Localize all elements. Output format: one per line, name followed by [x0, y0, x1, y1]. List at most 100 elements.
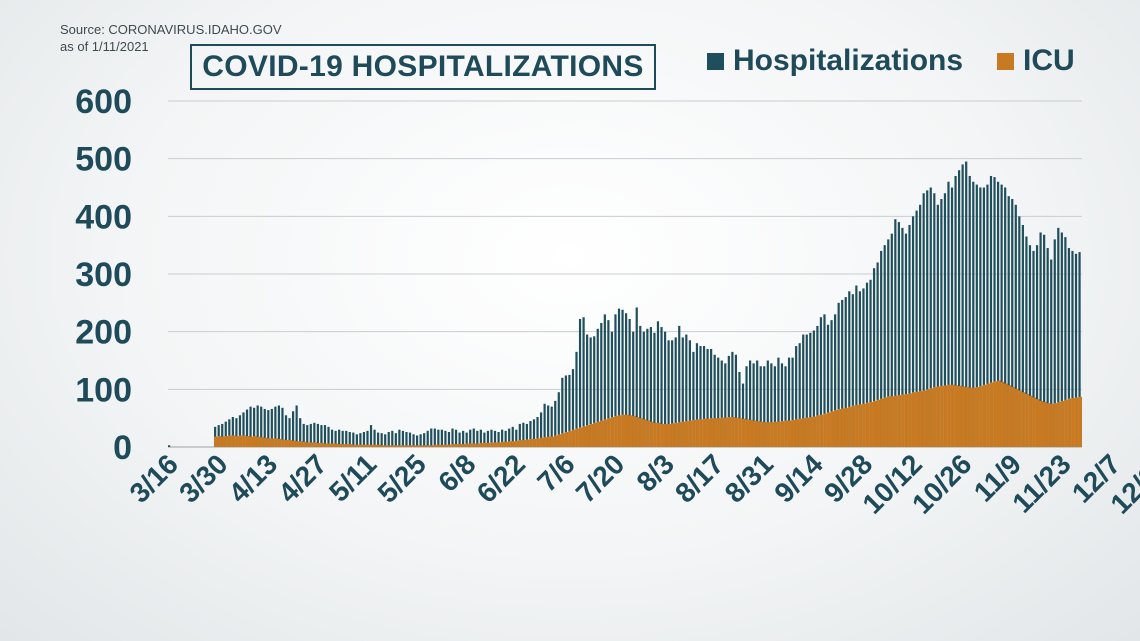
hospitalizations-bar: [717, 357, 720, 447]
icu-bar: [561, 433, 565, 447]
icu-bar: [642, 419, 647, 447]
icu-bar: [628, 415, 633, 447]
icu-bar: [756, 421, 760, 447]
icu-bar: [989, 382, 994, 447]
icu-bar: [915, 391, 920, 447]
icu-bar: [309, 442, 314, 447]
icu-bar: [752, 420, 757, 447]
legend-swatch-hospitalizations: [707, 52, 724, 70]
x-tick-label: 8/17: [669, 448, 729, 508]
hospitalizations-bar: [738, 372, 741, 447]
hospitalizations-bar: [1064, 237, 1067, 447]
hospitalizations-bar: [309, 423, 312, 447]
icu-bar: [398, 445, 402, 447]
icu-bar: [462, 444, 466, 447]
hospitalizations-bar: [497, 432, 500, 447]
icu-bar: [968, 387, 973, 447]
icu-bar: [614, 415, 618, 447]
icu-bar: [685, 421, 689, 447]
hospitalizations-bar: [851, 294, 854, 447]
icu-bar: [1064, 399, 1068, 447]
hospitalizations-bar: [1078, 252, 1081, 447]
hospitalizations-bar: [550, 406, 553, 447]
icu-bar: [306, 442, 310, 447]
icu-bar: [387, 445, 392, 447]
hospitalizations-bar: [451, 428, 454, 447]
hospitalizations-bar: [596, 328, 599, 447]
icu-bar: [717, 418, 721, 447]
y-axis-ticks: 0 100 200 300 400 500 600: [75, 83, 132, 467]
hospitalizations-bar: [656, 321, 660, 447]
icu-bar: [578, 427, 583, 447]
hospitalizations-bar: [780, 363, 784, 447]
hospitalizations-bar: [770, 363, 773, 447]
icu-bar: [791, 419, 796, 447]
icu-bar: [947, 384, 951, 447]
icu-bar: [621, 414, 625, 447]
hospitalizations-bar: [483, 432, 486, 447]
hospitalizations-bar: [539, 412, 543, 447]
icu-bar: [646, 420, 650, 447]
hospitalizations-bar: [302, 423, 305, 447]
icu-bar: [405, 445, 409, 447]
icu-bar: [979, 385, 983, 447]
hospitalizations-bar: [865, 282, 869, 447]
icu-bars: [214, 380, 1082, 447]
hospitalizations-bar: [837, 302, 840, 447]
hospitalizations-bar: [444, 430, 447, 447]
hospitalizations-bar: [649, 327, 652, 447]
icu-bar: [1032, 397, 1036, 447]
x-tick-label: 3/30: [173, 448, 233, 508]
hospitalizations-bar: [518, 423, 521, 447]
icu-bar: [635, 417, 640, 447]
hospitalizations-bar: [915, 210, 918, 447]
hospitalizations-bar: [961, 164, 964, 447]
hospitalizations-bar: [228, 419, 231, 447]
icu-bar: [454, 444, 459, 447]
x-tick-label: 9/14: [768, 448, 829, 509]
hospitalizations-bar: [802, 334, 805, 447]
hospitalizations-bar: [532, 419, 536, 447]
icu-bar: [458, 444, 463, 447]
icu-bar: [217, 436, 222, 447]
icu-bar: [345, 444, 349, 447]
hospitalizations-bar: [929, 187, 932, 447]
hospitalizations-bar: [320, 425, 323, 447]
icu-bar: [1067, 398, 1072, 447]
hospitalizations-bar: [1004, 187, 1007, 447]
hospitalizations-bar: [858, 291, 862, 447]
icu-bar: [649, 421, 654, 447]
icu-bar: [440, 444, 445, 447]
icu-bar: [245, 436, 250, 447]
hospitalizations-bar: [405, 432, 408, 447]
hospitalizations-bar: [568, 374, 571, 447]
icu-bar: [511, 441, 516, 447]
hospitalizations-bars: [168, 161, 1081, 448]
icu-bar: [373, 444, 378, 447]
icu-bar: [214, 436, 218, 447]
icu-bar: [483, 442, 487, 447]
hospitalizations-bar: [809, 332, 812, 447]
icu-bar: [695, 419, 700, 447]
icu-bar: [780, 421, 785, 447]
icu-bar: [508, 441, 512, 447]
hospitalizations-bar: [653, 332, 656, 447]
hospitalizations-bar: [1021, 224, 1024, 447]
hospitalizations-bar: [1046, 248, 1049, 447]
chart-title: COVID-19 HOSPITALIZATIONS: [190, 44, 656, 90]
hospitalizations-bar: [235, 418, 238, 447]
icu-bar: [267, 438, 271, 447]
hospitalizations-bar: [564, 375, 567, 447]
hospitalizations-bar: [823, 314, 826, 447]
hospitalizations-bar: [600, 323, 603, 447]
hospitalizations-bar: [454, 429, 458, 447]
icu-bar: [865, 402, 870, 447]
icu-bar: [671, 423, 675, 447]
icu-bar: [816, 415, 820, 447]
icu-bar: [784, 420, 788, 447]
icu-bar: [366, 444, 370, 447]
hospitalizations-bar: [759, 366, 762, 447]
hospitalizations-bar: [415, 435, 419, 447]
icu-bar: [380, 445, 385, 447]
icu-bar: [235, 436, 239, 447]
